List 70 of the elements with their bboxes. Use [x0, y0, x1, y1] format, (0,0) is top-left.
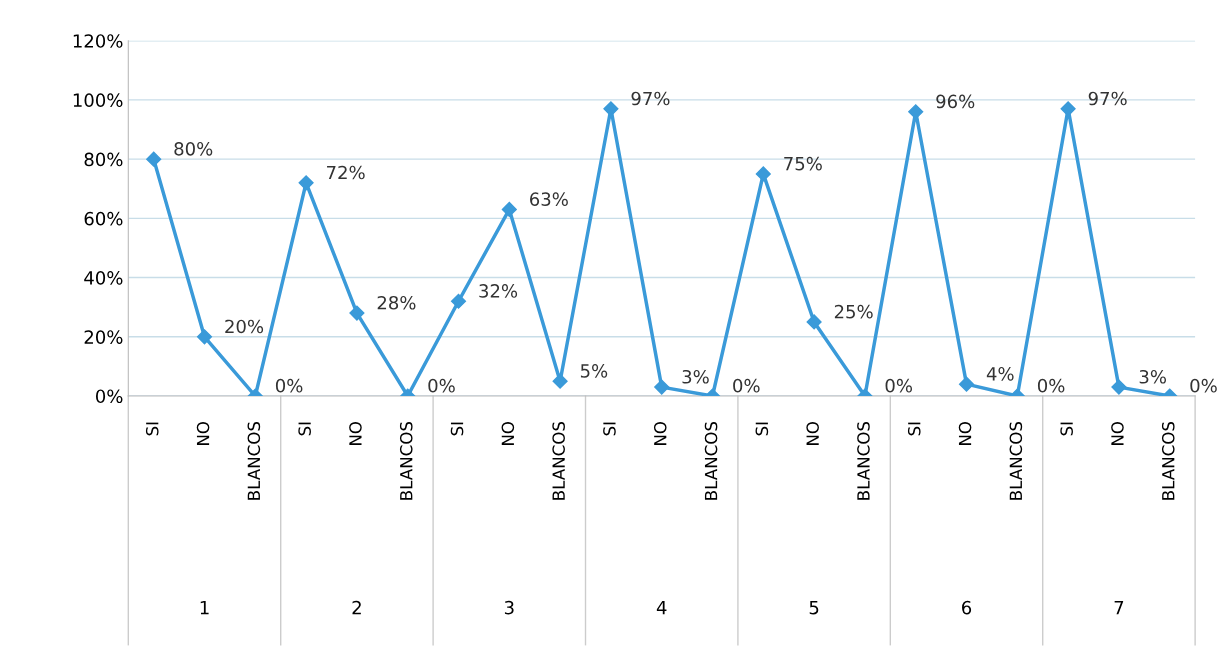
text: 3	[504, 600, 514, 615]
x-tick-label: NO	[958, 421, 972, 445]
x-tick-label: BLANCOS	[399, 421, 413, 500]
y-tick-label: 60%	[84, 211, 123, 226]
data-label: 80%	[174, 141, 213, 156]
text: 6	[962, 600, 972, 615]
x-tick-label: SI	[298, 422, 311, 436]
point	[450, 293, 467, 309]
data-label: 72%	[327, 165, 365, 180]
text: 2	[352, 600, 361, 615]
x-tick-label: NO	[653, 421, 667, 445]
point	[1060, 101, 1076, 117]
y-tick-label: 100%	[73, 93, 123, 108]
x-tick-label: SI	[145, 422, 159, 436]
point	[146, 151, 162, 167]
x-tick-label: NO	[1111, 421, 1124, 445]
data-label: 28%	[377, 295, 416, 310]
data-label: 0%	[733, 378, 760, 393]
data-label: 5%	[580, 364, 608, 378]
point	[501, 201, 517, 218]
y-tick-label: 80%	[84, 152, 123, 167]
x-tick-label: BLANCOS	[1161, 421, 1175, 500]
x-tick-label: SI	[1060, 422, 1073, 436]
text: 5	[809, 601, 819, 615]
data-label: 63%	[530, 192, 568, 206]
point	[755, 166, 771, 182]
data-label: 3%	[1139, 369, 1167, 384]
point	[806, 314, 822, 330]
text: 4	[656, 601, 667, 615]
y-tick-label: 120%	[73, 34, 123, 48]
text: 1	[200, 601, 209, 615]
y-tick-label: 20%	[84, 330, 123, 344]
x-tick-label: BLANCOS	[857, 421, 870, 500]
x-tick-label: SI	[603, 422, 616, 436]
text: 7	[1114, 601, 1124, 615]
x-tick-label: SI	[450, 422, 464, 436]
point	[552, 373, 568, 389]
x-tick-label: BLANCOS	[1009, 421, 1023, 500]
x-tick-label: NO	[501, 421, 515, 445]
point	[958, 376, 975, 392]
x-tick-label: NO	[349, 421, 362, 445]
point	[654, 379, 670, 395]
data-label: 97%	[1088, 91, 1127, 106]
y-tick-label: 40%	[84, 271, 123, 285]
data-label: 0%	[275, 378, 303, 393]
x-tick-label: SI	[755, 422, 769, 436]
point	[349, 305, 365, 321]
data-label: 75%	[784, 156, 822, 171]
data-label: 0%	[1190, 378, 1217, 393]
data-label: 4%	[986, 367, 1014, 381]
x-tick-label: BLANCOS	[704, 421, 718, 500]
y-tick-label: 0%	[96, 389, 123, 404]
data-label: 97%	[631, 91, 670, 106]
x-tick-label: SI	[907, 422, 921, 436]
point	[1111, 379, 1127, 395]
x-tick-label: BLANCOS	[552, 421, 565, 500]
data-label: 0%	[885, 378, 913, 393]
data-label: 0%	[428, 378, 455, 393]
x-tick-label: NO	[806, 421, 819, 445]
x-tick-label: NO	[196, 421, 210, 445]
data-label: 0%	[1037, 378, 1065, 393]
data-label: 20%	[225, 319, 264, 334]
point	[298, 175, 314, 191]
point	[603, 101, 619, 117]
data-label: 32%	[479, 284, 518, 298]
x-tick-label: BLANCOS	[247, 421, 261, 500]
data-label: 25%	[834, 304, 873, 319]
point	[196, 329, 213, 345]
data-label: 96%	[936, 94, 975, 109]
data-label: 3%	[682, 369, 709, 384]
